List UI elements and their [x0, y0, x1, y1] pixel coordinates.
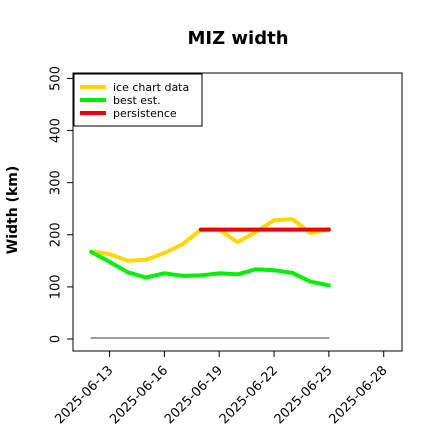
y-axis-label: Width (km)	[5, 166, 21, 255]
legend: ice chart data best est. persistence	[73, 73, 203, 127]
y-tick-label: 0	[49, 335, 64, 343]
series-line-ice-chart-data	[89, 217, 331, 263]
legend-label-ice-chart-data: ice chart data	[113, 81, 189, 94]
series-layer	[89, 217, 331, 339]
y-tick-label: 300	[49, 170, 64, 195]
y-tick-label: 400	[49, 118, 64, 143]
series-line-best-est	[89, 250, 331, 288]
x-tick-label: 2025-06-28	[327, 363, 391, 427]
legend-label-persistence: persistence	[113, 107, 177, 120]
y-tick-label: 200	[49, 222, 64, 247]
x-tick-label: 2025-06-25	[272, 363, 336, 427]
x-axis: 2025-06-132025-06-162025-06-192025-06-22…	[52, 351, 391, 427]
y-axis: 0 100 200 300 400 500	[49, 66, 73, 343]
chart-title: MIZ width	[187, 28, 288, 49]
x-tick-label: 2025-06-16	[107, 363, 171, 427]
y-tick-label: 100	[49, 274, 64, 299]
plot-frame	[72, 72, 403, 352]
y-tick-label: 500	[49, 66, 64, 91]
legend-label-best-est: best est.	[113, 94, 161, 107]
